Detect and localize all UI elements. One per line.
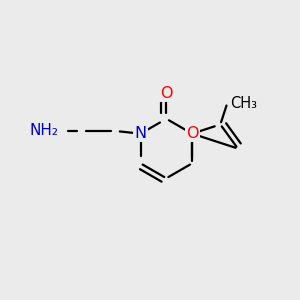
Text: NH₂: NH₂ [30,123,59,138]
Text: N: N [134,126,147,141]
Text: O: O [160,86,172,101]
Text: CH₃: CH₃ [230,96,257,111]
Text: O: O [186,126,198,141]
